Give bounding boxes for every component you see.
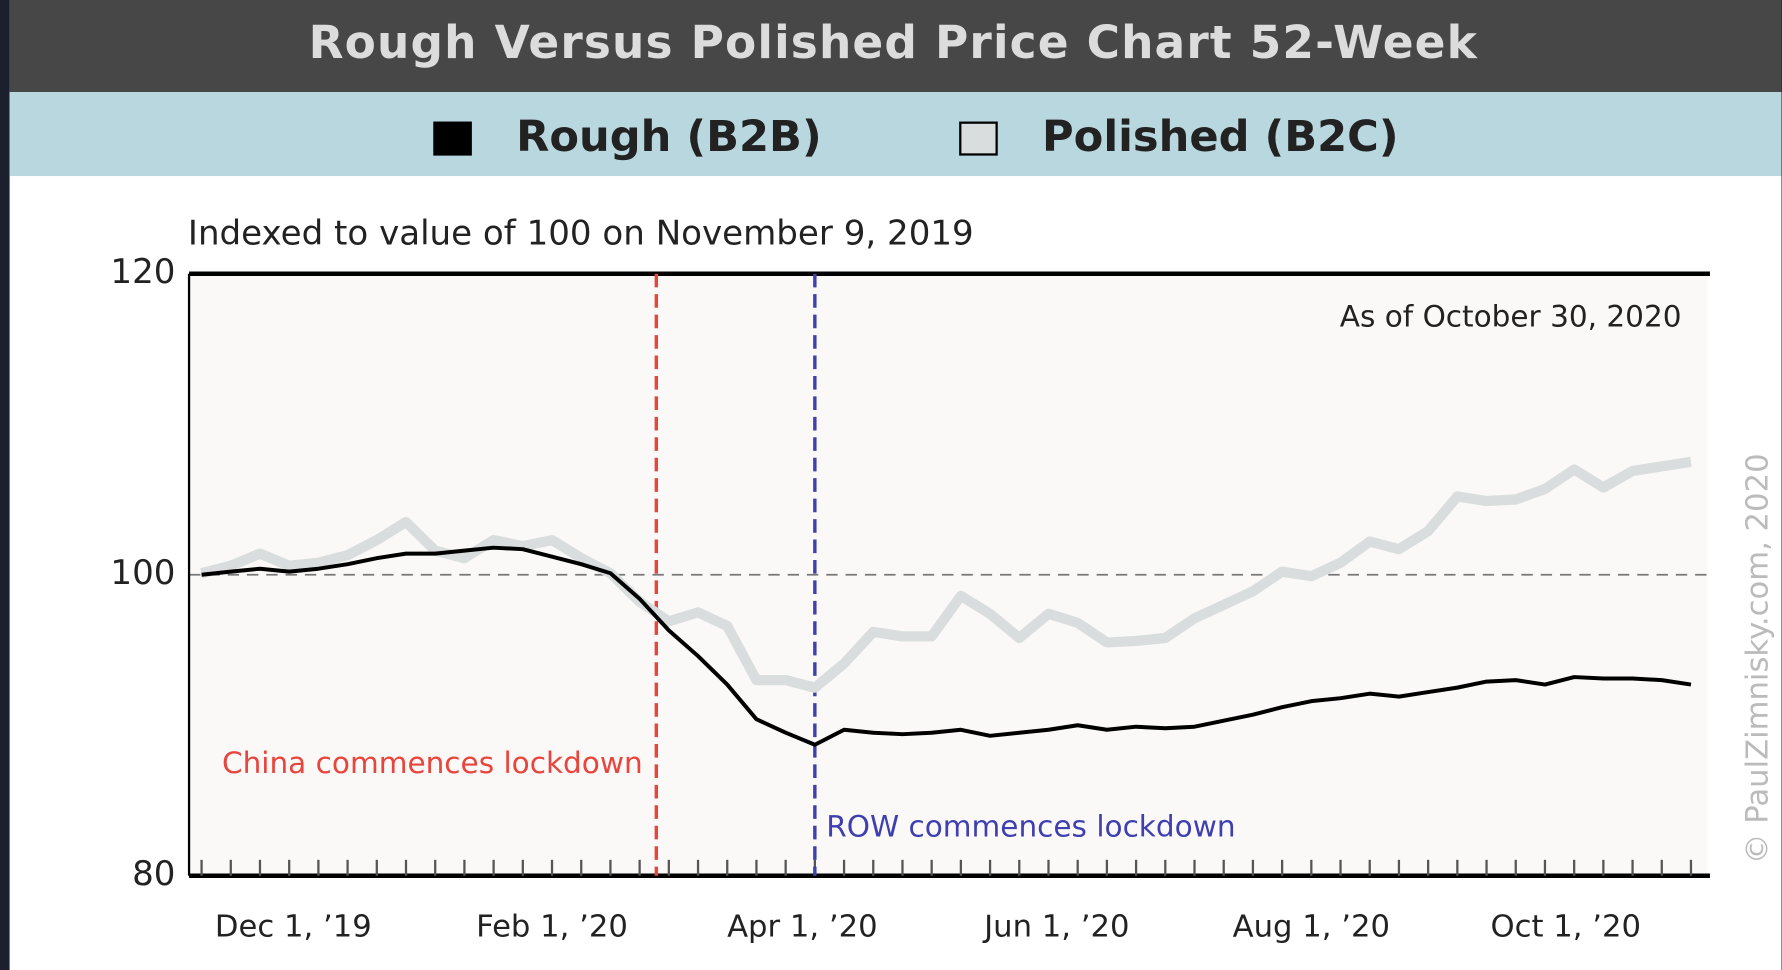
y-tick-label: 80 (132, 854, 175, 894)
subtitle: Indexed to value of 100 on November 9, 2… (188, 214, 974, 254)
x-tick-label: Aug 1, ’20 (1233, 909, 1390, 944)
annotation-label: ROW commences lockdown (826, 810, 1235, 844)
legend-marker (959, 121, 998, 156)
title-bar (9, 0, 1782, 93)
series-line (201, 545, 1692, 747)
legend-bar (9, 92, 1782, 177)
series-line (200, 456, 1692, 693)
x-tick-label: Jun 1, ’20 (982, 909, 1129, 944)
note: As of October 30, 2020 (1340, 300, 1682, 334)
legend-marker (433, 121, 472, 156)
legend-label: Rough (B2B) (516, 112, 822, 162)
chart-title: Rough Versus Polished Price Chart 52-Wee… (309, 16, 1479, 69)
annotation-label: China commences lockdown (222, 746, 643, 780)
x-tick-label: Dec 1, ’19 (215, 909, 372, 944)
y-tick-label: 120 (110, 252, 175, 292)
x-tick-label: Feb 1, ’20 (476, 909, 628, 944)
x-tick-label: Oct 1, ’20 (1491, 909, 1642, 944)
legend-label: Polished (B2C) (1042, 112, 1399, 162)
x-tick-label: Apr 1, ’20 (727, 909, 878, 944)
credit: © PaulZimnisky.com, 2020 (1740, 453, 1775, 864)
y-tick-label: 100 (110, 553, 175, 593)
